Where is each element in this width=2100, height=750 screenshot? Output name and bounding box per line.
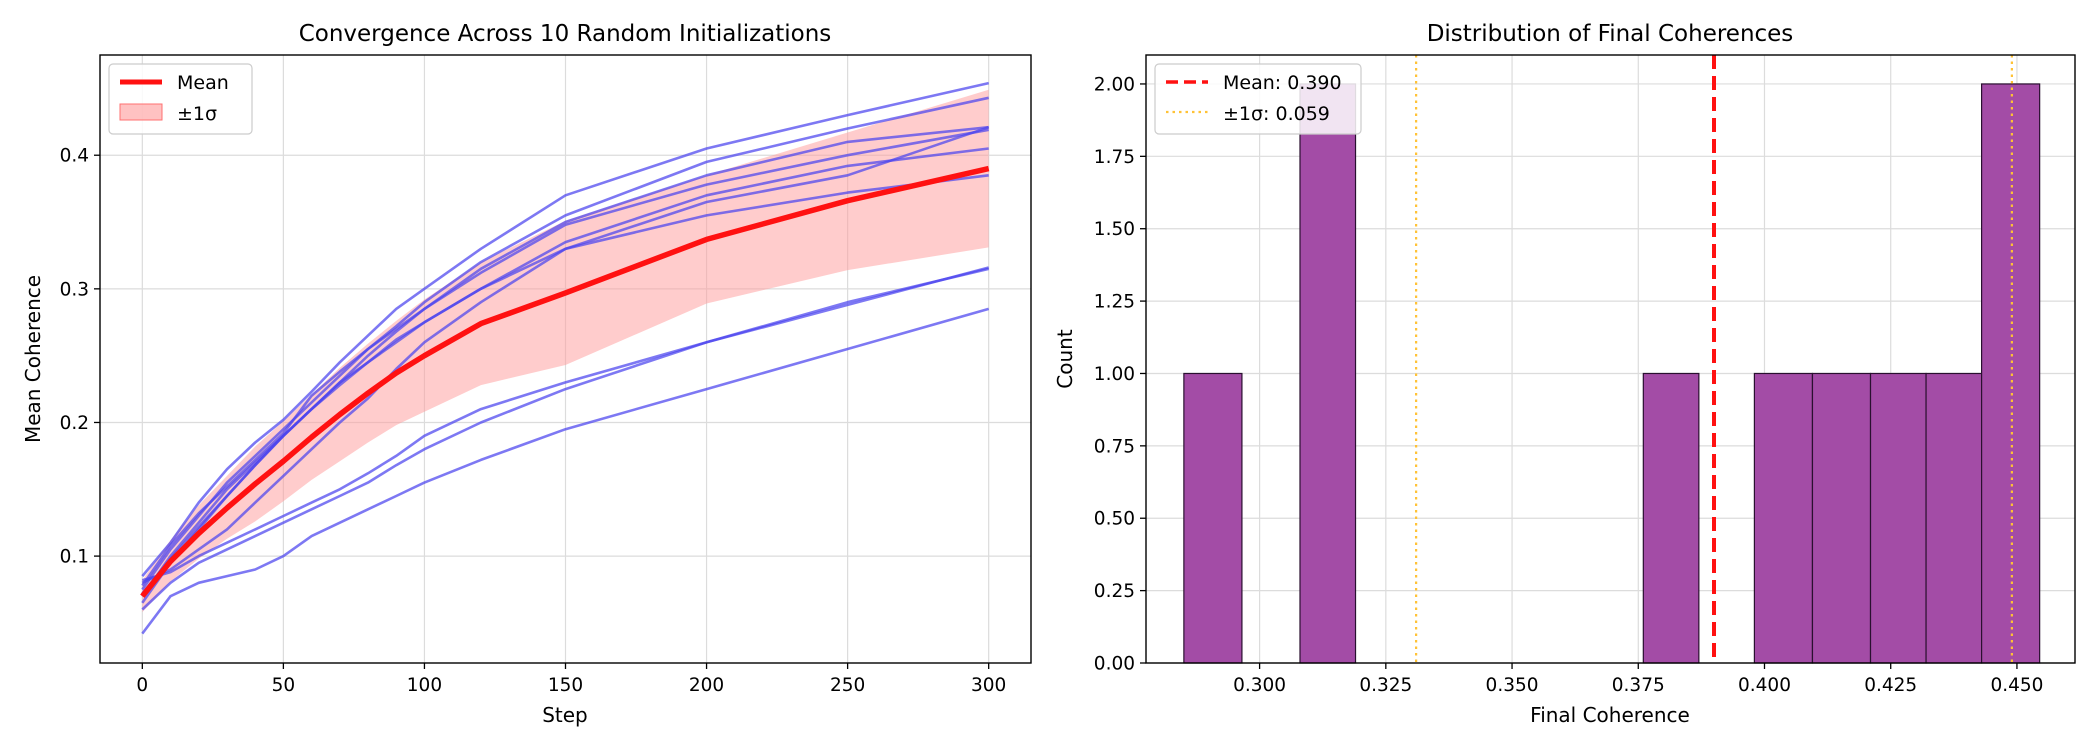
left-ytick-label-1: 0.2 bbox=[60, 413, 89, 434]
right-xtick-label-6: 0.450 bbox=[1990, 675, 2043, 696]
run-line-3 bbox=[141, 125, 989, 597]
left-xtick-label-1: 50 bbox=[272, 675, 296, 696]
legend-sigma-label: ±1σ bbox=[177, 103, 217, 125]
mean-line bbox=[140, 165, 990, 598]
histogram-bar-7 bbox=[1925, 372, 1983, 664]
right-chart-title: Distribution of Final Coherences bbox=[1427, 21, 1794, 47]
right-x-ticks: 0.300 0.325 0.350 0.375 0.400 0.425 0.450 bbox=[1233, 663, 2043, 696]
right-y-ticks: 0.00 0.25 0.50 0.75 1.00 1.25 1.50 1.75 2.00 bbox=[1094, 74, 1146, 675]
right-xtick-label-4: 0.400 bbox=[1738, 675, 1791, 696]
right-ytick-label-8: 2.00 bbox=[1094, 74, 1135, 95]
right-y-axis-label: Count bbox=[1053, 329, 1077, 389]
left-ytick-label-0: 0.1 bbox=[60, 547, 89, 568]
left-y-ticks: 0.1 0.2 0.3 0.4 bbox=[60, 146, 100, 568]
right-ytick-label-5: 1.25 bbox=[1094, 292, 1135, 313]
left-chart-title: Convergence Across 10 Random Initializat… bbox=[299, 21, 832, 47]
histogram-bar-4 bbox=[1753, 372, 1814, 664]
run-line-1 bbox=[141, 81, 989, 577]
run-line-9 bbox=[141, 266, 990, 611]
right-ytick-label-6: 1.50 bbox=[1094, 219, 1135, 240]
legend-sigma-swatch bbox=[119, 103, 163, 121]
run-lines bbox=[141, 81, 990, 635]
run-line-7 bbox=[141, 125, 990, 584]
right-xtick-label-5: 0.425 bbox=[1864, 675, 1917, 696]
histogram-bars bbox=[1183, 83, 2041, 664]
right-ytick-label-7: 1.75 bbox=[1094, 147, 1135, 168]
histogram-bar-8 bbox=[1980, 83, 2041, 664]
left-ytick-label-3: 0.4 bbox=[60, 146, 89, 167]
right-x-axis-label: Final Coherence bbox=[1530, 703, 1690, 727]
right-ytick-label-4: 1.00 bbox=[1094, 364, 1135, 385]
legend-mean-label: Mean bbox=[177, 72, 229, 94]
histogram-chart: Distribution of Final Coherences 0.300 0.… bbox=[1053, 21, 2076, 727]
right-ytick-label-0: 0.00 bbox=[1094, 654, 1135, 675]
left-xtick-label-0: 0 bbox=[136, 675, 148, 696]
left-y-axis-label: Mean Coherence bbox=[21, 275, 45, 443]
histogram-bar-5 bbox=[1811, 372, 1872, 664]
run-line-6 bbox=[141, 174, 989, 595]
histogram-bar-3 bbox=[1642, 372, 1700, 664]
left-xtick-label-6: 300 bbox=[971, 675, 1006, 696]
legend-mean-value-label: Mean: 0.390 bbox=[1223, 72, 1342, 94]
right-xtick-label-2: 0.350 bbox=[1486, 675, 1539, 696]
right-xtick-label-3: 0.375 bbox=[1612, 675, 1665, 696]
right-ytick-label-2: 0.50 bbox=[1094, 509, 1135, 530]
run-line-8 bbox=[141, 267, 989, 582]
left-x-axis-label: Step bbox=[542, 703, 588, 727]
left-xtick-label-5: 250 bbox=[830, 675, 865, 696]
histogram-bar-1 bbox=[1183, 372, 1243, 664]
right-xtick-label-0: 0.300 bbox=[1233, 675, 1286, 696]
right-legend: Mean: 0.390 ±1σ: 0.059 bbox=[1154, 63, 1362, 135]
left-xtick-label-3: 150 bbox=[548, 675, 583, 696]
histogram-bar-2 bbox=[1299, 83, 1357, 664]
right-xtick-label-1: 0.325 bbox=[1359, 675, 1412, 696]
left-legend: Mean ±1σ bbox=[108, 63, 253, 135]
histogram-bar-6 bbox=[1869, 372, 1927, 664]
run-line-4 bbox=[141, 128, 989, 587]
left-xtick-label-2: 100 bbox=[407, 675, 442, 696]
left-x-ticks: 0 50 100 150 200 250 300 bbox=[136, 663, 1006, 696]
convergence-chart: Convergence Across 10 Random Initializat… bbox=[21, 21, 1032, 727]
run-line-10 bbox=[141, 307, 990, 635]
left-xtick-label-4: 200 bbox=[689, 675, 724, 696]
right-ytick-label-3: 0.75 bbox=[1094, 436, 1135, 457]
right-ytick-label-1: 0.25 bbox=[1094, 581, 1135, 602]
legend-sigma-value-label: ±1σ: 0.059 bbox=[1223, 103, 1330, 125]
left-ytick-label-2: 0.3 bbox=[60, 279, 89, 300]
right-axes-frame bbox=[1145, 54, 2076, 664]
